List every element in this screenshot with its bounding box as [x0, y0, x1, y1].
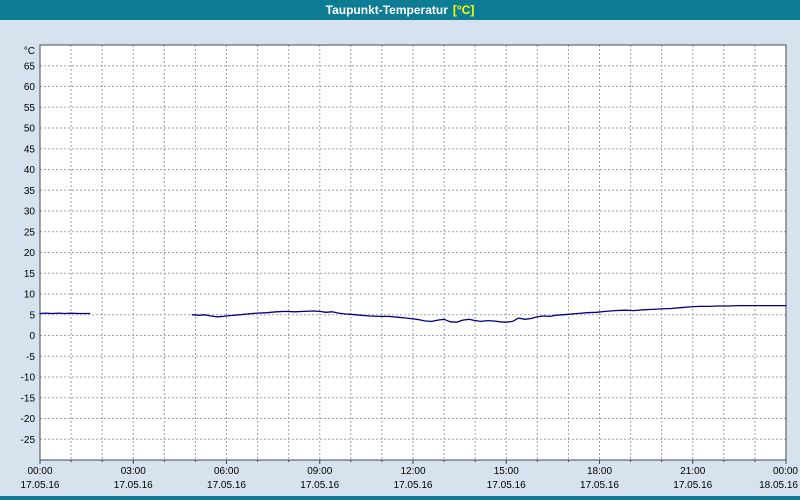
y-tick-label: 10	[24, 290, 36, 301]
time-label: 06:00	[214, 466, 239, 477]
y-tick-label: 20	[24, 248, 36, 259]
bottom-border	[0, 496, 800, 500]
y-tick-label: -5	[26, 352, 35, 363]
y-tick-label: -25	[21, 435, 36, 446]
y-tick-label: 5	[29, 310, 35, 321]
series-line	[191, 304, 787, 323]
x-axis-labels: 00:00 17.05.16 03:00 17.05.16 06:00 17.05.16 0…	[21, 466, 799, 491]
y-tick-label: 50	[24, 124, 36, 135]
date-label: 17.05.16	[394, 480, 433, 491]
time-label: 00:00	[27, 466, 52, 477]
y-tick-label: 45	[24, 144, 36, 155]
time-label: 21:00	[680, 466, 705, 477]
date-label: 17.05.16	[114, 480, 153, 491]
time-label: 12:00	[400, 466, 425, 477]
date-label: 17.05.16	[300, 480, 339, 491]
chart-title: Taupunkt-Temperatur	[325, 3, 448, 17]
time-label: 18:00	[587, 466, 612, 477]
y-tick-label: -15	[21, 393, 36, 404]
series-lines	[39, 304, 787, 323]
date-label: 18.05.16	[759, 480, 798, 491]
time-label: 15:00	[494, 466, 519, 477]
y-tick-label: 65	[24, 61, 36, 72]
y-tick-label: 25	[24, 227, 36, 238]
y-axis-unit-label: °C	[24, 46, 35, 57]
y-tick-label: 0	[29, 331, 35, 342]
time-label: 09:00	[307, 466, 332, 477]
y-tick-label: 35	[24, 186, 36, 197]
x-axis-ticks	[39, 460, 787, 464]
y-tick-label: -20	[21, 414, 36, 425]
date-label: 17.05.16	[21, 480, 60, 491]
y-tick-label: 55	[24, 103, 36, 114]
y-tick-label: 40	[24, 165, 36, 176]
time-label: 03:00	[121, 466, 146, 477]
y-tick-label: 30	[24, 207, 36, 218]
y-tick-label: -10	[21, 373, 36, 384]
gridlines	[40, 45, 786, 460]
y-tick-label: 60	[24, 82, 36, 93]
y-axis-labels: °C65605550454035302520151050-5-10-15-20-…	[21, 46, 36, 446]
y-tick-label: 15	[24, 269, 36, 280]
title-bar: Taupunkt-Temperatur [°C]	[0, 0, 800, 20]
date-label: 17.05.16	[580, 480, 619, 491]
date-label: 17.05.16	[487, 480, 526, 491]
date-label: 17.05.16	[673, 480, 712, 491]
date-label: 17.05.16	[207, 480, 246, 491]
time-label: 00:00	[773, 466, 798, 477]
chart-title-unit: [°C]	[452, 3, 475, 17]
